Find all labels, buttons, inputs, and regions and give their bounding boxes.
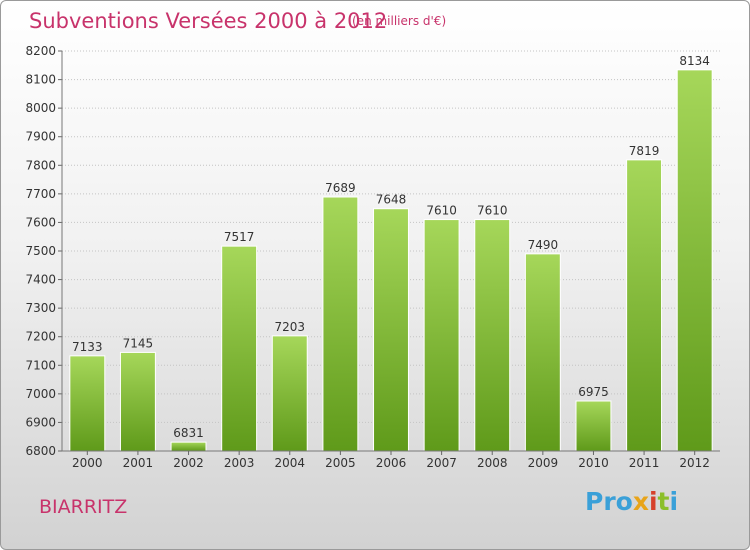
bar-value-label: 7145 <box>123 336 154 350</box>
x-tick-label: 2006 <box>376 456 407 470</box>
y-tick-label: 8100 <box>25 73 56 87</box>
y-tick-label: 8000 <box>25 101 56 115</box>
bar-value-label: 7490 <box>528 238 559 252</box>
bar <box>524 253 561 452</box>
y-tick-label: 7400 <box>25 273 56 287</box>
bar-value-label: 6975 <box>578 385 609 399</box>
proxiti-logo: Proxiti <box>585 487 679 516</box>
y-tick-label: 7600 <box>25 215 56 229</box>
bar-value-label: 7689 <box>325 181 356 195</box>
x-tick-label: 2008 <box>477 456 508 470</box>
y-tick-label: 7700 <box>25 187 56 201</box>
y-tick-label: 6900 <box>25 415 56 429</box>
bar-value-label: 7819 <box>629 144 660 158</box>
bar <box>221 245 258 452</box>
x-tick-label: 2003 <box>224 456 255 470</box>
x-tick-label: 2005 <box>325 456 356 470</box>
unit-note: (en milliers d'€) <box>352 14 447 28</box>
y-tick-label: 7000 <box>25 387 56 401</box>
x-tick-label: 2002 <box>173 456 204 470</box>
bar <box>474 219 511 452</box>
bar-value-label: 7648 <box>376 193 407 207</box>
x-tick-label: 2011 <box>629 456 660 470</box>
y-tick-label: 7500 <box>25 244 56 258</box>
bar-value-label: 7203 <box>274 320 305 334</box>
y-tick-label: 7900 <box>25 130 56 144</box>
y-tick-label: 8200 <box>25 44 56 58</box>
bar <box>119 351 156 452</box>
y-tick-label: 7300 <box>25 301 56 315</box>
bar <box>373 208 409 452</box>
bar <box>69 355 106 452</box>
bar-value-label: 7610 <box>477 204 508 218</box>
x-tick-label: 2012 <box>679 456 710 470</box>
x-tick-label: 2000 <box>72 456 103 470</box>
x-tick-label: 2004 <box>274 456 305 470</box>
bar <box>322 196 359 452</box>
y-tick-label: 7100 <box>25 358 56 372</box>
bar <box>271 335 308 452</box>
bar-value-label: 7133 <box>72 340 103 354</box>
bar <box>676 69 713 452</box>
x-tick-label: 2007 <box>426 456 457 470</box>
bar <box>626 159 663 452</box>
x-tick-label: 2001 <box>123 456 154 470</box>
y-tick-label: 6800 <box>25 444 56 458</box>
bar <box>575 400 612 452</box>
bar-value-label: 8134 <box>679 54 710 68</box>
place-name: BIARRITZ <box>39 496 128 518</box>
y-tick-label: 7800 <box>25 158 56 172</box>
bar-value-label: 7610 <box>426 204 457 218</box>
chart-title: Subventions Versées 2000 à 2012 <box>29 9 388 33</box>
bar <box>170 441 207 452</box>
bar <box>423 219 460 452</box>
x-tick-label: 2009 <box>528 456 559 470</box>
y-tick-label: 7200 <box>25 330 56 344</box>
bar-value-label: 7517 <box>224 230 255 244</box>
bar-value-label: 6831 <box>173 426 204 440</box>
x-tick-label: 2010 <box>578 456 609 470</box>
